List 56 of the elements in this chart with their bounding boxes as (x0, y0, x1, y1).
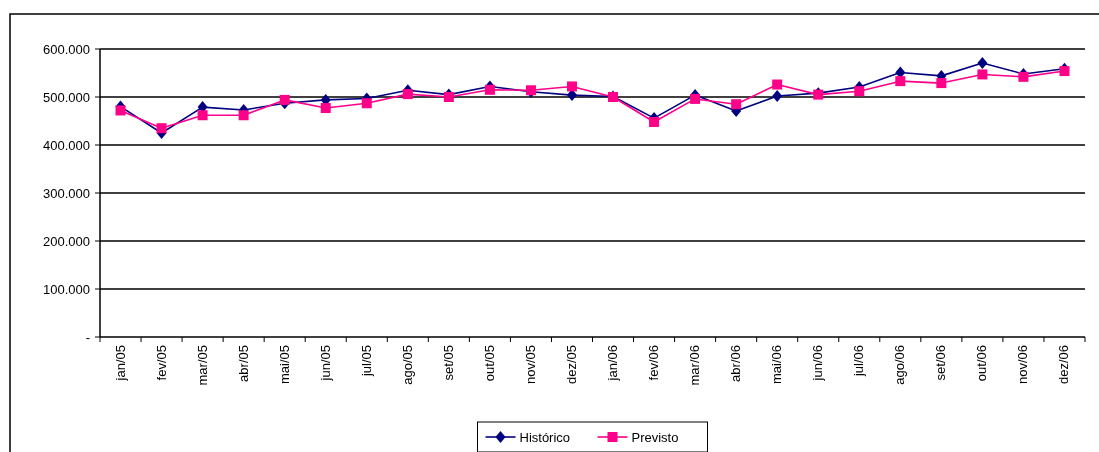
y-tick-label: 100.000 (43, 281, 90, 297)
x-tick-label: ago/06 (892, 345, 908, 385)
x-tick-label: jul/06 (851, 345, 867, 378)
y-tick-label: 200.000 (43, 233, 90, 249)
point (936, 78, 947, 89)
x-tick-label: abr/05 (235, 345, 251, 382)
x-tick-label: dez/06 (1056, 345, 1072, 385)
point (320, 103, 331, 114)
x-tick-label: jun/05 (317, 345, 333, 382)
legend-label: Histórico (519, 429, 571, 445)
x-tick-label: out/06 (974, 345, 990, 382)
x-tick-label: mai/05 (276, 345, 292, 385)
point (443, 92, 454, 102)
x-tick-label: mar/05 (194, 345, 210, 386)
y-tick-label: 300.000 (43, 185, 90, 201)
x-tick-label: nov/05 (522, 345, 538, 385)
x-tick-label: jan/06 (605, 345, 621, 382)
point (484, 84, 495, 95)
point (402, 89, 413, 100)
y-tick-label: 400.000 (43, 137, 90, 153)
point (731, 99, 742, 110)
point (977, 69, 988, 80)
legend-label: Previsto (631, 429, 679, 445)
point (1018, 71, 1029, 82)
x-tick-label: mar/06 (687, 345, 703, 386)
x-tick-label: dez/05 (563, 345, 579, 385)
point (156, 123, 167, 134)
x-tick-label: abr/06 (728, 345, 744, 382)
point (854, 86, 865, 97)
x-tick-label: jun/06 (810, 345, 826, 382)
x-tick-label: fev/05 (153, 345, 169, 381)
y-tick-label: 500.000 (43, 89, 90, 105)
point (895, 76, 906, 87)
point (690, 93, 701, 104)
point (1059, 66, 1070, 77)
point (361, 98, 372, 109)
point (649, 116, 660, 127)
point (977, 56, 988, 69)
x-tick-label: set/06 (933, 345, 949, 381)
y-tick-label: - (85, 329, 90, 345)
point (115, 105, 126, 116)
x-tick-label: ago/05 (399, 345, 415, 385)
point (238, 110, 249, 121)
point (772, 90, 783, 103)
x-tick-label: out/05 (481, 345, 497, 382)
x-tick-label: mai/06 (769, 345, 785, 385)
point (197, 110, 208, 121)
y-tick-label: 600.000 (43, 41, 90, 57)
x-tick-label: set/05 (440, 345, 456, 381)
point (566, 81, 577, 92)
point (772, 79, 783, 90)
point (279, 94, 290, 105)
x-tick-label: jan/05 (112, 345, 128, 382)
x-tick-label: nov/06 (1015, 345, 1031, 385)
x-tick-label: fev/06 (646, 345, 662, 381)
x-tick-label: jul/05 (358, 345, 374, 378)
